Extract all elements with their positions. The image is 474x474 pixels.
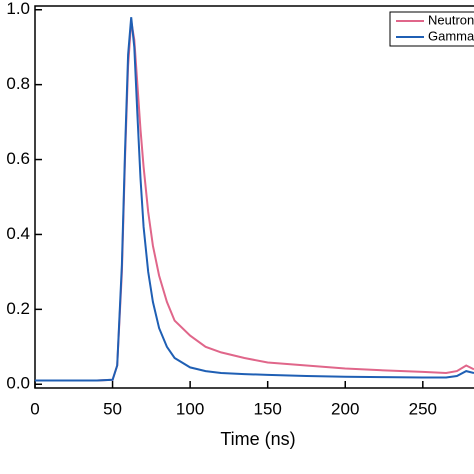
line-series (35, 20, 474, 382)
line-series (35, 17, 474, 382)
y-tick-label: 0.2 (6, 299, 30, 318)
legend-label: Gamma (428, 28, 474, 43)
x-axis-label: Time (ns) (220, 429, 295, 449)
x-tick-label: 50 (103, 399, 122, 418)
y-tick-label: 0.6 (6, 149, 30, 168)
x-tick-label: 250 (409, 399, 437, 418)
y-tick-label: 0.0 (6, 374, 30, 393)
y-tick-label: 0.8 (6, 74, 30, 93)
y-tick-label: 1.0 (6, 0, 30, 18)
x-tick-label: 100 (176, 399, 204, 418)
x-tick-label: 0 (30, 399, 39, 418)
legend-label: Neutron (428, 12, 474, 27)
y-tick-label: 0.4 (6, 224, 30, 243)
plot-frame (34, 5, 474, 389)
legend-box (389, 11, 474, 47)
x-tick-label: 150 (253, 399, 281, 418)
x-tick-label: 200 (331, 399, 359, 418)
